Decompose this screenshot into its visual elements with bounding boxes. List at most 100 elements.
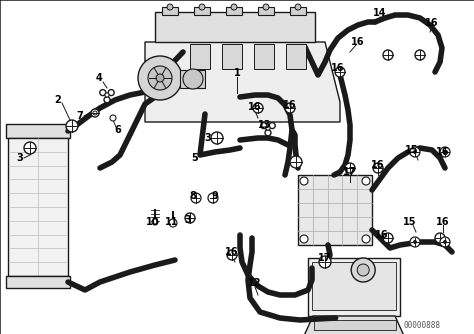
Circle shape [413, 150, 417, 154]
Text: 8: 8 [190, 191, 196, 201]
Circle shape [253, 103, 263, 113]
Circle shape [199, 4, 205, 10]
Bar [194, 7, 210, 15]
Circle shape [110, 115, 116, 121]
Text: 15: 15 [403, 217, 417, 227]
Circle shape [169, 219, 177, 227]
Bar [312, 262, 396, 310]
Text: 3: 3 [205, 133, 211, 143]
Circle shape [104, 97, 110, 103]
Circle shape [319, 256, 331, 268]
Circle shape [345, 163, 355, 173]
Circle shape [91, 109, 99, 117]
Circle shape [413, 240, 417, 244]
Bar [314, 320, 396, 330]
Circle shape [100, 90, 106, 96]
Circle shape [108, 90, 114, 96]
Circle shape [300, 235, 308, 243]
Text: 16: 16 [436, 217, 450, 227]
Text: 10: 10 [146, 217, 160, 227]
Text: 15: 15 [405, 145, 419, 155]
Bar [190, 44, 210, 69]
Text: 00000888: 00000888 [403, 321, 440, 330]
Circle shape [300, 177, 308, 185]
Text: 16: 16 [436, 147, 450, 157]
Text: 1: 1 [234, 68, 240, 78]
Bar [226, 7, 242, 15]
Bar [8, 138, 68, 276]
Text: 2: 2 [55, 95, 61, 105]
Text: 14: 14 [373, 8, 387, 18]
Bar [155, 12, 315, 42]
Text: 3: 3 [17, 153, 23, 163]
Text: 16: 16 [248, 102, 262, 112]
Circle shape [105, 93, 109, 97]
Bar [6, 276, 70, 288]
Bar [298, 175, 372, 245]
Circle shape [265, 130, 271, 136]
Circle shape [362, 235, 370, 243]
Circle shape [24, 142, 36, 154]
Circle shape [167, 4, 173, 10]
Circle shape [443, 150, 447, 154]
Circle shape [138, 56, 182, 100]
Circle shape [362, 177, 370, 185]
Circle shape [183, 69, 203, 89]
Text: 11: 11 [165, 217, 179, 227]
Bar [222, 44, 242, 69]
Bar [286, 44, 306, 69]
Circle shape [191, 193, 201, 203]
Circle shape [383, 233, 393, 243]
Circle shape [383, 50, 393, 60]
Text: 12: 12 [248, 278, 262, 288]
Circle shape [285, 103, 295, 113]
Circle shape [290, 156, 302, 168]
Bar [162, 7, 178, 15]
Circle shape [208, 193, 218, 203]
Circle shape [156, 74, 164, 82]
Text: 13: 13 [258, 120, 272, 130]
Text: 17: 17 [318, 253, 332, 263]
Circle shape [357, 264, 369, 276]
Bar [6, 124, 70, 138]
Text: 16: 16 [351, 37, 365, 47]
Text: 4: 4 [96, 73, 102, 83]
Text: 9: 9 [211, 191, 219, 201]
Circle shape [440, 147, 450, 157]
Polygon shape [145, 42, 340, 122]
Circle shape [410, 237, 420, 247]
Bar [258, 7, 274, 15]
Text: 7: 7 [77, 111, 83, 121]
Circle shape [435, 233, 445, 243]
Text: 16: 16 [225, 247, 239, 257]
Circle shape [185, 213, 195, 223]
Bar [290, 7, 306, 15]
Circle shape [263, 4, 269, 10]
Text: 5: 5 [191, 153, 199, 163]
Circle shape [440, 237, 450, 247]
Circle shape [148, 66, 172, 90]
Text: 16: 16 [425, 18, 439, 28]
Text: 17: 17 [343, 167, 357, 177]
Text: 16: 16 [283, 100, 297, 110]
Circle shape [415, 50, 425, 60]
Circle shape [351, 258, 375, 282]
Circle shape [266, 126, 270, 130]
Circle shape [269, 123, 275, 129]
Text: 16: 16 [331, 63, 345, 73]
Circle shape [231, 4, 237, 10]
Circle shape [295, 4, 301, 10]
Circle shape [373, 163, 383, 173]
Circle shape [261, 123, 267, 129]
Circle shape [152, 219, 158, 225]
Text: 16: 16 [371, 160, 385, 170]
Circle shape [227, 250, 237, 260]
Text: 3: 3 [185, 215, 191, 225]
Bar [254, 44, 274, 69]
Circle shape [335, 67, 345, 77]
Circle shape [66, 120, 78, 132]
Text: 6: 6 [115, 125, 121, 135]
Bar [308, 258, 400, 316]
Circle shape [211, 132, 223, 144]
Circle shape [443, 240, 447, 244]
